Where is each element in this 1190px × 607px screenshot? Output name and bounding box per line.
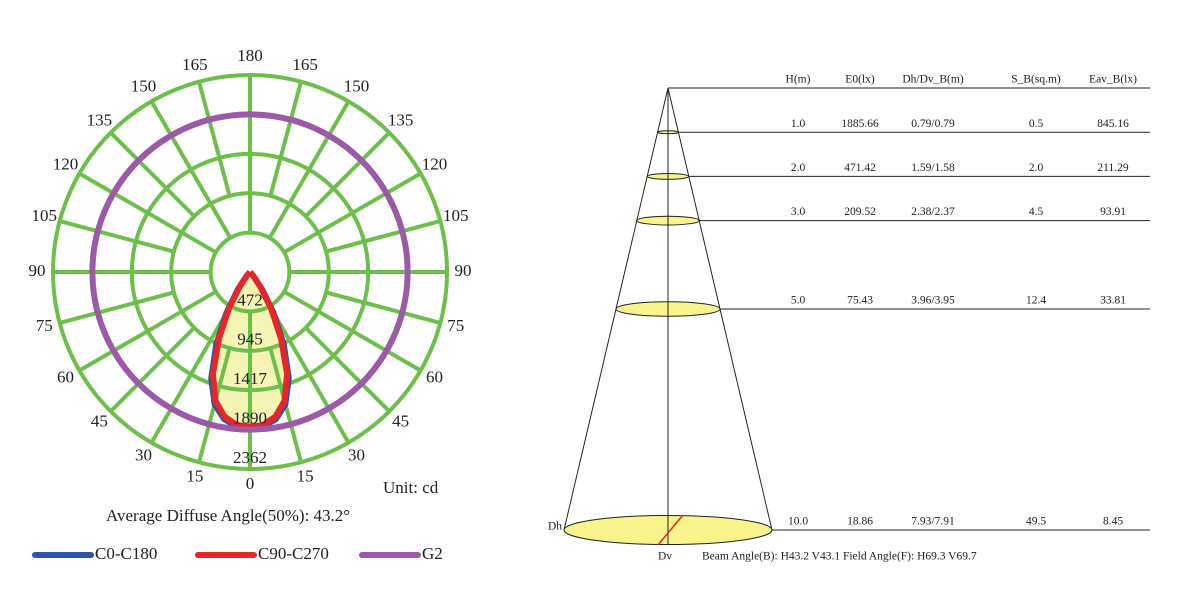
legend-label: C90-C270 <box>258 544 329 563</box>
spoke <box>78 171 217 255</box>
cell: 75.43 <box>847 295 873 307</box>
cell: 0.79/0.79 <box>911 118 955 130</box>
cell: 18.86 <box>847 516 873 528</box>
cell: 93.91 <box>1100 206 1126 218</box>
angle-label: 60 <box>57 367 74 386</box>
cell: 471.42 <box>844 162 876 174</box>
spoke <box>283 289 422 373</box>
cell: 12.4 <box>1026 295 1046 307</box>
cell: 1.0 <box>791 118 806 130</box>
angle-label: 30 <box>348 445 365 464</box>
cell: 4.5 <box>1029 206 1044 218</box>
dh-label: Dh <box>548 521 562 533</box>
angle-label: 75 <box>447 316 464 335</box>
angle-label: 120 <box>53 154 79 173</box>
column-header: S_B(sq.m) <box>1011 74 1061 86</box>
spoke <box>149 305 233 444</box>
spoke <box>78 289 217 373</box>
spoke <box>149 100 233 239</box>
angle-label: 165 <box>292 55 318 74</box>
spoke <box>304 326 391 413</box>
diameter-mark <box>657 514 684 546</box>
angle-label: 150 <box>344 76 370 95</box>
cell: 49.5 <box>1026 516 1046 528</box>
intensity-curve <box>247 270 291 431</box>
cell: 8.45 <box>1103 516 1123 528</box>
angle-label: 15 <box>297 467 314 486</box>
intensity-curve <box>249 111 411 433</box>
dv-label: Dv <box>658 551 672 563</box>
spoke <box>109 326 196 413</box>
spoke <box>59 219 175 254</box>
spoke <box>59 290 175 325</box>
cell: 2.0 <box>1029 162 1044 174</box>
spoke <box>267 305 351 444</box>
angle-note: Beam Angle(B): H43.2 V43.1 Field Angle(F… <box>702 551 977 563</box>
ring-label: 1890 <box>233 409 267 428</box>
cell: 0.5 <box>1029 118 1044 130</box>
cell: 211.29 <box>1097 162 1128 174</box>
ring-label: 945 <box>237 330 263 349</box>
angle-label: 150 <box>131 76 157 95</box>
angle-label: 165 <box>182 55 208 74</box>
cell: 3.96/3.95 <box>911 295 955 307</box>
angle-label: 135 <box>87 110 113 129</box>
angle-label: 180 <box>237 46 263 65</box>
cell: 1.59/1.58 <box>911 162 955 174</box>
angle-label: 75 <box>36 316 53 335</box>
spoke <box>197 81 232 197</box>
column-header: Eav_B(lx) <box>1089 74 1137 86</box>
angle-label: 105 <box>443 206 469 225</box>
ring-label: 2362 <box>233 448 267 467</box>
angle-label: 45 <box>392 412 409 431</box>
angle-label: 15 <box>186 467 203 486</box>
cell: 2.38/2.37 <box>911 206 955 218</box>
spoke <box>268 81 303 197</box>
intensity-curve <box>89 111 251 433</box>
column-header: Dh/Dv_B(m) <box>902 74 964 86</box>
angle-label: 30 <box>135 445 152 464</box>
ring-label: 1417 <box>233 369 268 388</box>
angle-label: 0 <box>246 474 255 493</box>
cell: 845.16 <box>1097 118 1129 130</box>
ring-label: 472 <box>237 290 263 309</box>
angle-label: 90 <box>29 261 46 280</box>
angle-label: 60 <box>426 367 443 386</box>
spoke <box>109 131 196 218</box>
angle-label: 120 <box>422 154 448 173</box>
angle-label: 45 <box>91 412 108 431</box>
legend-label: G2 <box>422 544 443 563</box>
cell: 2.0 <box>791 162 806 174</box>
intensity-curve <box>209 270 253 431</box>
cell: 10.0 <box>788 516 808 528</box>
cell: 1885.66 <box>841 118 879 130</box>
cell: 209.52 <box>844 206 876 218</box>
angle-label: 105 <box>32 206 58 225</box>
cell: 5.0 <box>791 295 806 307</box>
spoke <box>325 219 441 254</box>
spoke <box>267 100 351 239</box>
cell: 7.93/7.91 <box>911 516 955 528</box>
cell: 33.81 <box>1100 295 1126 307</box>
column-header: E0(lx) <box>845 74 875 86</box>
spoke <box>325 290 441 325</box>
legend-label: C0-C180 <box>95 544 157 563</box>
column-header: H(m) <box>786 74 811 86</box>
unit-label: Unit: cd <box>383 478 439 497</box>
angle-label: 135 <box>388 110 414 129</box>
spoke <box>304 131 391 218</box>
angle-label: 90 <box>455 261 472 280</box>
spoke <box>283 171 422 255</box>
caption: Average Diffuse Angle(50%): 43.2° <box>106 506 350 525</box>
cell: 3.0 <box>791 206 806 218</box>
